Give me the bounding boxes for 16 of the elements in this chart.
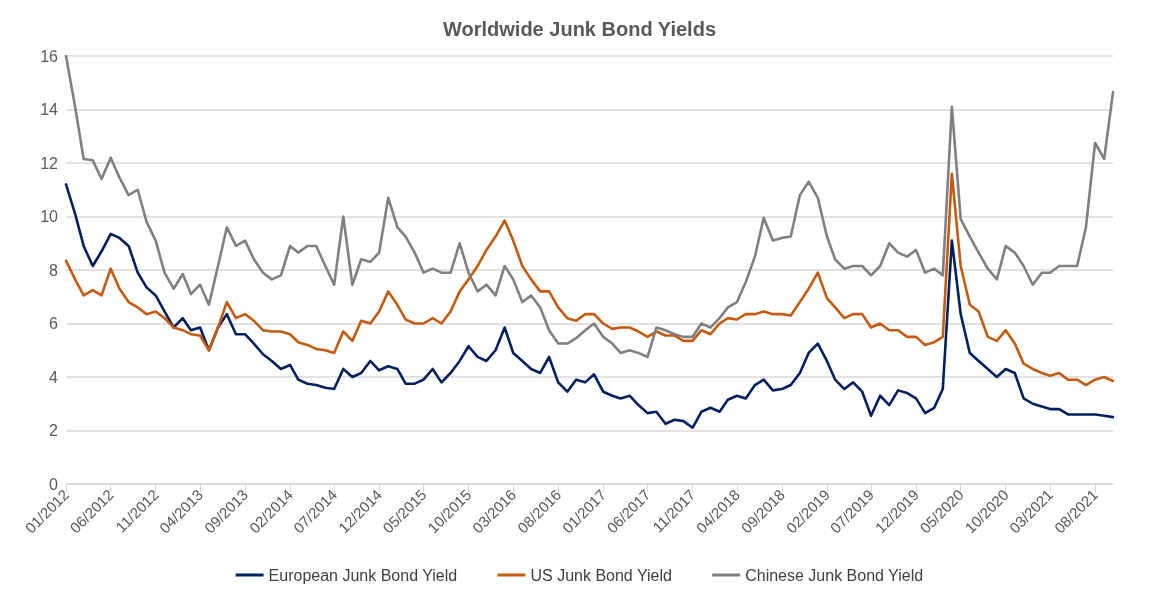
y-tick-label: 4 bbox=[49, 368, 59, 386]
line-series bbox=[64, 172, 1115, 387]
y-tick-label: 12 bbox=[40, 154, 59, 172]
y-tick-label: 6 bbox=[49, 315, 59, 332]
line-series bbox=[64, 54, 1115, 359]
legend-label: US Junk Bond Yield bbox=[530, 566, 672, 584]
y-tick-label: 14 bbox=[40, 101, 59, 118]
y-tick-label: 0 bbox=[49, 475, 59, 493]
chart-title: Worldwide Junk Bond Yields bbox=[443, 18, 716, 40]
legend-label: Chinese Junk Bond Yield bbox=[745, 566, 924, 584]
y-tick-label: 8 bbox=[49, 261, 59, 279]
line-series bbox=[64, 183, 1115, 430]
y-tick-label: 16 bbox=[40, 47, 59, 65]
y-tick-label: 2 bbox=[49, 422, 59, 439]
legend-label: European Junk Bond Yield bbox=[268, 566, 458, 584]
y-tick-label: 10 bbox=[40, 208, 59, 225]
